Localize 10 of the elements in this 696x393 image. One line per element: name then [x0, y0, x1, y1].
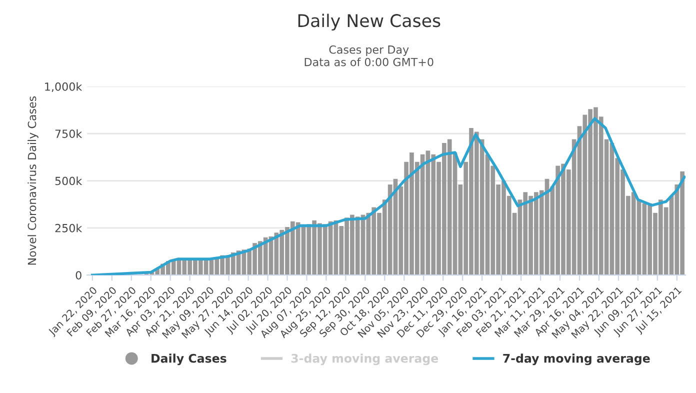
- y-tick-label: 250k: [55, 224, 82, 232]
- y-axis-title: Novel Coronavirus Daily Cases: [28, 96, 38, 265]
- y-tick-label: 500k: [55, 176, 82, 186]
- chart-subtitle: Cases per Day Data as of 0:00 GMT+0: [304, 45, 434, 66]
- legend-label: Daily Cases: [152, 354, 226, 366]
- legend-label: 7-day moving average: [503, 354, 650, 366]
- y-tick-label: 750k: [55, 129, 82, 138]
- chart-title: Daily New Cases: [298, 14, 440, 31]
- y-tick-label: 1,000k: [45, 82, 82, 92]
- y-tick-label: 0: [76, 271, 82, 280]
